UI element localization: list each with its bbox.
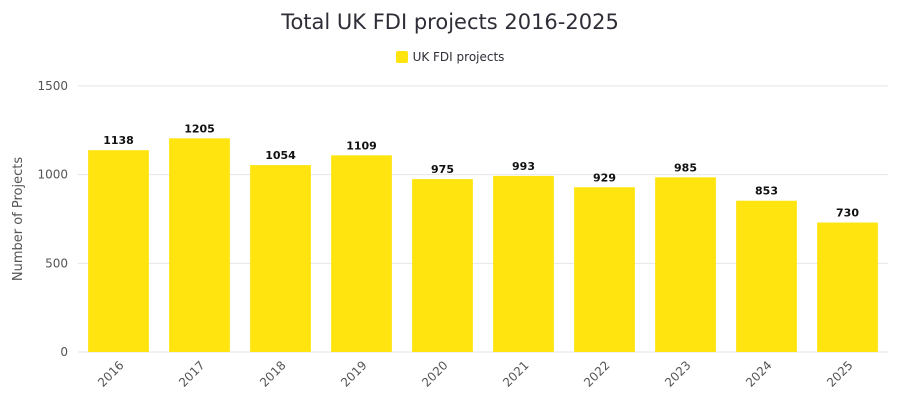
x-tick-label-2024: 2024 [743, 358, 774, 389]
bar-2020 [412, 179, 473, 352]
x-tick-label-2018: 2018 [257, 358, 288, 389]
y-tick-label-500: 500 [45, 256, 68, 270]
bar-2019 [331, 155, 392, 352]
x-tick-label-2020: 2020 [419, 358, 450, 389]
data-label-2018: 1054 [265, 149, 296, 162]
legend-label: UK FDI projects [412, 50, 505, 64]
y-tick-label-0: 0 [60, 345, 68, 359]
bar-2025 [817, 222, 878, 352]
x-tick-label-2023: 2023 [662, 358, 693, 389]
data-label-2017: 1205 [184, 122, 215, 135]
bar-2024 [736, 200, 797, 352]
y-tick-label-1500: 1500 [37, 79, 68, 93]
x-tick-label-2016: 2016 [95, 358, 126, 389]
y-tick-label-1000: 1000 [37, 168, 68, 182]
bar-2016 [88, 150, 149, 352]
data-label-2020: 975 [431, 163, 454, 176]
bar-2018 [250, 165, 311, 352]
x-tick-label-2019: 2019 [338, 358, 369, 389]
data-label-2019: 1109 [346, 139, 377, 152]
data-label-2021: 993 [512, 160, 535, 173]
data-label-2023: 985 [674, 161, 697, 174]
bar-2017 [169, 138, 230, 352]
bar-2021 [493, 175, 554, 352]
bar-2022 [574, 187, 635, 352]
bar-2023 [655, 177, 716, 352]
legend-swatch [395, 51, 408, 63]
data-label-2025: 730 [836, 207, 859, 220]
legend[interactable]: UK FDI projects [0, 50, 900, 64]
x-tick-label-2021: 2021 [500, 358, 531, 389]
x-tick-label-2025: 2025 [824, 358, 855, 389]
y-axis-label: Number of Projects [11, 157, 26, 281]
chart-title: Total UK FDI projects 2016-2025 [281, 10, 619, 34]
data-label-2022: 929 [593, 171, 616, 184]
x-tick-label-2022: 2022 [581, 358, 612, 389]
data-label-2016: 1138 [103, 134, 134, 147]
x-tick-label-2017: 2017 [176, 358, 207, 389]
data-label-2024: 853 [755, 185, 778, 198]
